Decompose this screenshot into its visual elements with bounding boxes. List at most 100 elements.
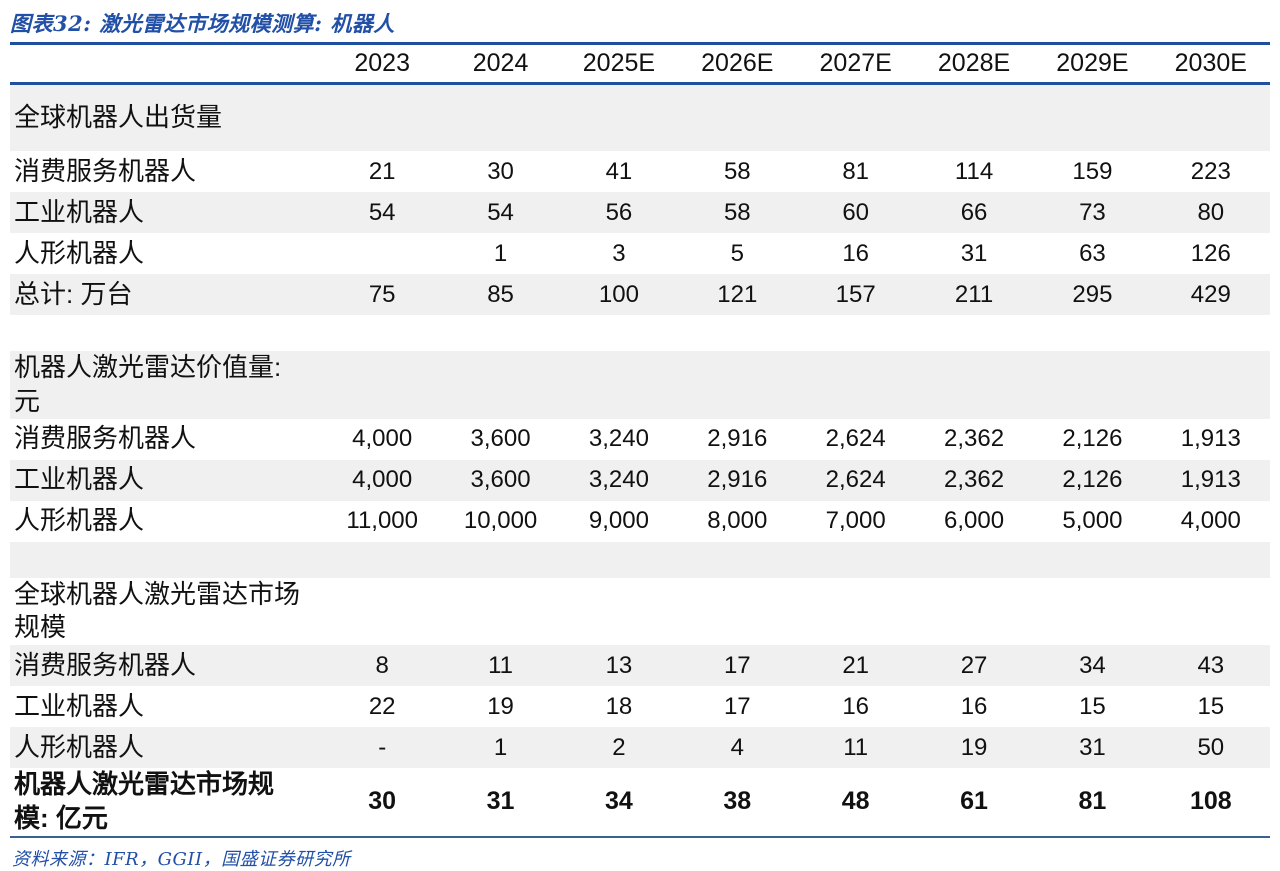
value-cell: 4 bbox=[730, 733, 744, 761]
value-cell: 31 bbox=[441, 768, 560, 838]
value-cell: 100 bbox=[598, 280, 639, 308]
value-cell bbox=[678, 351, 796, 419]
table-row: 机器人激光雷达市场规 模: 亿元 30 31 34 38 48 61 81 108 bbox=[10, 768, 1270, 838]
year-header: 2028E bbox=[914, 42, 1034, 85]
value-cell bbox=[323, 542, 441, 578]
value-cell bbox=[1033, 542, 1151, 578]
value-cell: 2,624 bbox=[825, 466, 886, 494]
value-cell: 5 bbox=[730, 239, 744, 267]
year-header: 2026E bbox=[678, 42, 797, 85]
value-cell bbox=[797, 578, 915, 646]
value-cell: 2,362 bbox=[944, 466, 1005, 494]
table-row: 总计: 万台 75 85 100 121 157 211 295 429 bbox=[10, 274, 1270, 315]
value-cell: 34 bbox=[559, 768, 679, 838]
value-cell bbox=[797, 315, 915, 351]
row-label: 机器人激光雷达市场规 模: 亿元 bbox=[10, 768, 323, 838]
value-cell: 6,000 bbox=[944, 507, 1005, 535]
value-cell bbox=[1033, 315, 1151, 351]
value-cell: 2,624 bbox=[825, 425, 886, 453]
value-cell: 16 bbox=[842, 239, 870, 267]
value-cell: 4,000 bbox=[352, 425, 413, 453]
value-cell: 157 bbox=[835, 280, 876, 308]
value-cell bbox=[441, 578, 559, 646]
value-cell: 1 bbox=[493, 733, 508, 761]
value-cell bbox=[1152, 84, 1270, 152]
value-cell bbox=[441, 84, 559, 152]
lidar-market-table: 2023 2024 2025E 2026E 2027E 2028E 2029E 2030E 全… bbox=[10, 42, 1270, 838]
value-cell bbox=[560, 315, 678, 351]
value-cell bbox=[560, 351, 678, 419]
value-cell bbox=[560, 542, 678, 578]
value-cell bbox=[560, 84, 678, 152]
value-cell bbox=[915, 578, 1033, 646]
value-cell bbox=[441, 542, 559, 578]
row-label: 机器人激光雷达价值量: 元 bbox=[14, 352, 282, 416]
value-cell: 211 bbox=[954, 280, 994, 308]
value-cell: 223 bbox=[1190, 157, 1231, 185]
row-label: 工业机器人 bbox=[14, 464, 145, 495]
row-label: 工业机器人 bbox=[14, 690, 145, 721]
year-header: 2023 bbox=[323, 42, 442, 85]
value-cell: 17 bbox=[723, 692, 751, 720]
row-label: 人形机器人 bbox=[14, 731, 145, 762]
value-cell: 295 bbox=[1072, 280, 1113, 308]
value-cell: 81 bbox=[1033, 768, 1152, 838]
value-cell: 21 bbox=[368, 157, 396, 185]
table-row: 工业机器人 4,000 3,600 3,240 2,916 2,624 2,362 2,126… bbox=[10, 459, 1270, 501]
value-cell: 50 bbox=[1197, 733, 1225, 761]
value-cell bbox=[323, 351, 441, 419]
value-cell bbox=[797, 351, 915, 419]
value-cell: 11 bbox=[843, 733, 869, 761]
value-cell: 3,600 bbox=[470, 425, 531, 453]
value-cell: 43 bbox=[1197, 651, 1225, 679]
value-cell: 8,000 bbox=[707, 507, 768, 535]
value-cell: 9,000 bbox=[588, 507, 649, 535]
value-cell: 108 bbox=[1151, 768, 1270, 838]
value-cell bbox=[1033, 84, 1151, 152]
value-cell: 38 bbox=[678, 768, 797, 838]
table-header: 2023 2024 2025E 2026E 2027E 2028E 2029E 2030E bbox=[10, 42, 1270, 85]
value-cell bbox=[678, 315, 796, 351]
value-cell: 2,916 bbox=[707, 466, 768, 494]
value-cell bbox=[1033, 351, 1151, 419]
value-cell: 31 bbox=[1079, 733, 1106, 761]
row-label: 消费服务机器人 bbox=[14, 423, 197, 454]
value-cell bbox=[323, 578, 441, 646]
value-cell: 41 bbox=[605, 157, 633, 185]
value-cell: 15 bbox=[1079, 692, 1106, 720]
value-cell: 16 bbox=[842, 692, 870, 720]
value-cell: 429 bbox=[1190, 280, 1231, 308]
value-cell bbox=[797, 84, 915, 152]
value-cell: 22 bbox=[368, 692, 396, 720]
value-cell: 19 bbox=[960, 733, 988, 761]
table-row bbox=[10, 315, 1270, 351]
value-cell: 34 bbox=[1079, 651, 1106, 679]
table-row: 工业机器人 22 19 18 17 16 16 15 15 bbox=[10, 686, 1270, 727]
value-cell: 85 bbox=[487, 280, 514, 308]
value-cell: 4,000 bbox=[1180, 507, 1241, 535]
table-row: 消费服务机器人 4,000 3,600 3,240 2,916 2,624 2,362 2,1… bbox=[10, 419, 1270, 460]
value-cell bbox=[678, 578, 796, 646]
value-cell bbox=[915, 542, 1033, 578]
year-header: 2025E bbox=[559, 42, 679, 85]
value-cell: 48 bbox=[796, 768, 915, 838]
source-note: 资料来源：IFR，GGII，国盛证券研究所 bbox=[12, 848, 351, 870]
table-body: 全球机器人出货量 消费服务机器人 21 30 41 58 81 114 159 223 工业机器人 5… bbox=[10, 83, 1270, 838]
row-label: 人形机器人 bbox=[14, 505, 145, 536]
value-cell: 54 bbox=[368, 198, 396, 226]
value-cell: 17 bbox=[723, 651, 751, 679]
year-header-row: 2023 2024 2025E 2026E 2027E 2028E 2029E 2030E bbox=[10, 42, 1270, 85]
value-cell bbox=[441, 315, 559, 351]
value-cell bbox=[1152, 315, 1270, 351]
value-cell: 58 bbox=[723, 198, 751, 226]
value-cell bbox=[1152, 542, 1270, 578]
value-cell bbox=[797, 542, 915, 578]
value-cell: 73 bbox=[1079, 198, 1106, 226]
value-cell: 30 bbox=[323, 768, 442, 838]
value-cell: 114 bbox=[954, 157, 994, 185]
value-cell bbox=[915, 315, 1033, 351]
value-cell: 60 bbox=[842, 198, 870, 226]
value-cell: 80 bbox=[1197, 198, 1225, 226]
table-row bbox=[10, 541, 1270, 578]
row-label: 全球机器人激光雷达市场 规模 bbox=[14, 578, 301, 643]
